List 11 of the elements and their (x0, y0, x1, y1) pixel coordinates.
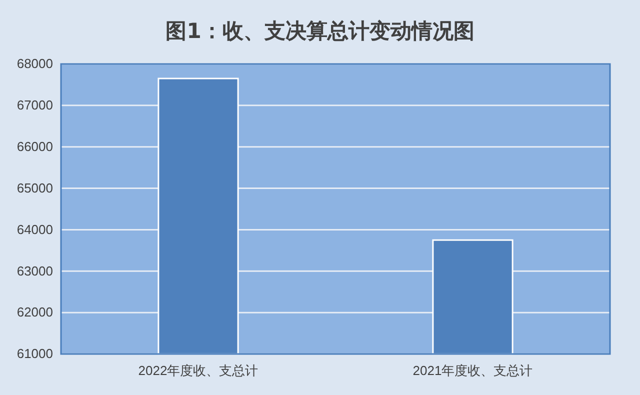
y-tick-label: 65000 (16, 180, 53, 196)
chart-title: 图1：收、支决算总计变动情况图 (166, 19, 474, 43)
y-tick-label: 67000 (16, 98, 53, 113)
x-tick-label: 2022年度收、支总计 (138, 363, 258, 378)
y-tick-label: 63000 (16, 263, 53, 278)
y-tick-label: 68000 (16, 56, 53, 72)
x-tick-label: 2021年度收、支总计 (412, 363, 533, 378)
y-tick-label: 64000 (16, 222, 53, 237)
y-tick-label: 61000 (16, 346, 53, 362)
y-tick-label: 66000 (16, 139, 53, 154)
y-tick-label: 62000 (16, 304, 53, 320)
